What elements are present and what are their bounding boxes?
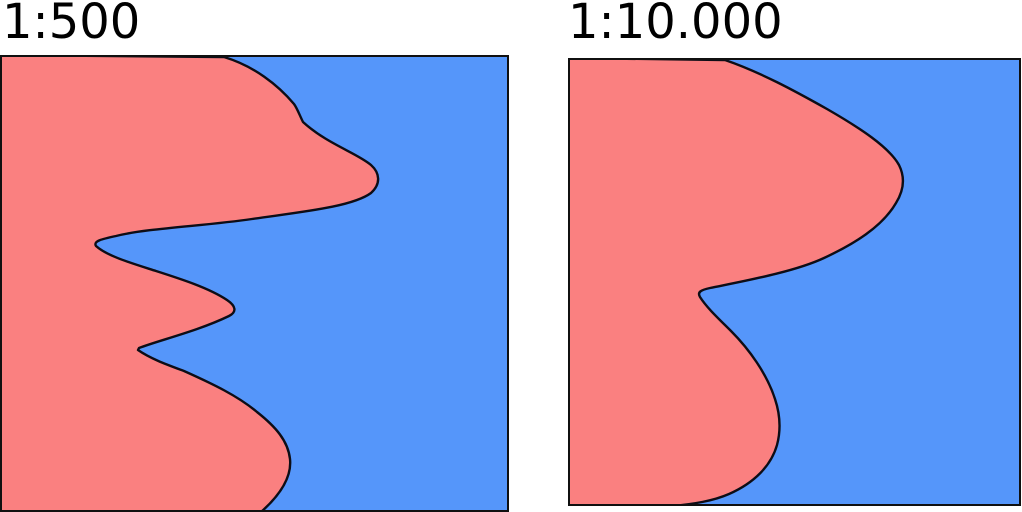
panel-frame-right xyxy=(568,58,1021,506)
map-panel-1-500 xyxy=(0,55,509,512)
map-panel-1-10000 xyxy=(568,58,1021,506)
panel-frame-left xyxy=(0,55,509,512)
scale-label-right: 1:10.000 xyxy=(568,0,783,50)
red-region-shape-left xyxy=(0,55,380,512)
red-region-shape-right xyxy=(568,58,904,506)
scale-label-left: 1:500 xyxy=(2,0,141,50)
